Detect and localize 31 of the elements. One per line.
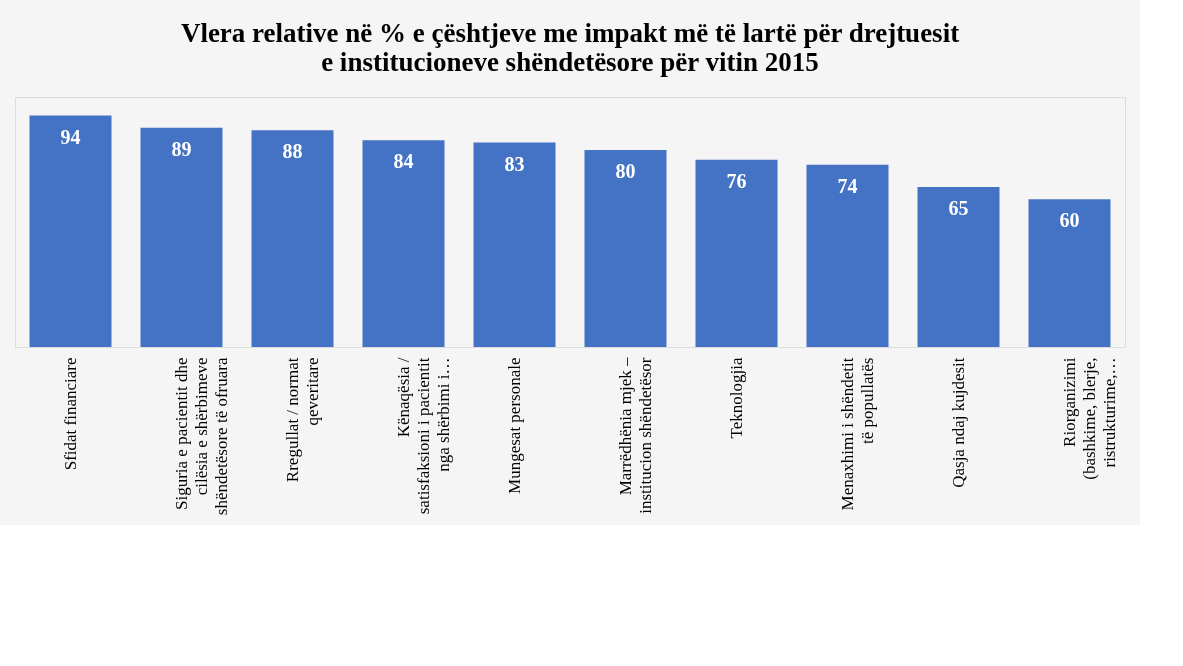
x-tick-label: Mungesat personale — [504, 357, 524, 494]
bar — [584, 149, 667, 347]
bar — [473, 142, 556, 347]
bar — [1028, 199, 1111, 347]
x-tick-label: Rregullat / normat qeveritare — [282, 357, 322, 483]
bar — [362, 140, 445, 347]
x-tick-label: Teknologjia — [726, 357, 746, 439]
data-label: 84 — [393, 150, 414, 173]
data-label: 83 — [504, 152, 525, 175]
bar — [917, 186, 1000, 347]
data-label: 94 — [60, 125, 81, 148]
chart-title: Vlera relative në % e çështjeve me impakt më të lartë për drejtuesit e institucioneve shëndetësore për vitin 2015 — [180, 18, 960, 77]
bar — [140, 127, 223, 347]
bar — [29, 115, 112, 347]
bar — [806, 164, 889, 347]
x-tick-label: Sfidat financiare — [60, 357, 80, 471]
bar — [695, 159, 778, 347]
x-tick-label: Kënaqësia / satisfaksioni i pacientit nga shërbimi i… — [393, 357, 453, 515]
x-tick-label: Menaxhimi i shëndetit të popullatës — [837, 357, 877, 511]
data-label: 65 — [948, 196, 969, 219]
data-label: 76 — [726, 169, 747, 192]
data-label: 60 — [1059, 209, 1080, 232]
x-tick-label: Marrëdhënia mjek – institucion shëndetësor — [615, 357, 655, 514]
data-label: 89 — [171, 137, 192, 160]
data-label: 88 — [282, 140, 303, 163]
data-label: 74 — [837, 174, 858, 197]
x-tick-label: Riorganizimi (bashkime, blerje, ristrukturime,… — [1059, 357, 1119, 480]
x-tick-label: Qasja ndaj kujdesit — [948, 357, 968, 488]
data-label: 80 — [615, 159, 636, 182]
bar — [251, 130, 334, 347]
x-tick-label: Siguria e pacientit dhe cilësia e shërbimeve shëndetësore të ofruara — [171, 357, 231, 516]
